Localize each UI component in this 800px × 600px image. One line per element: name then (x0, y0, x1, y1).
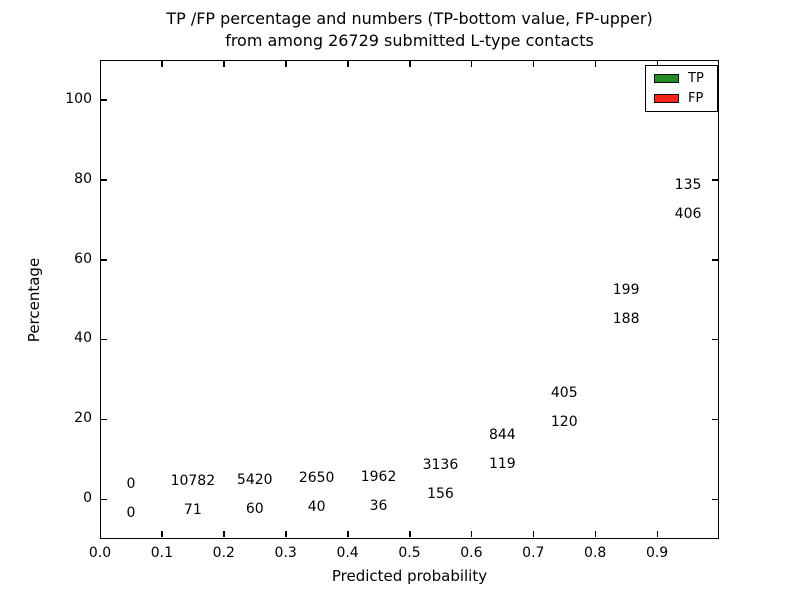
y-tick (101, 99, 107, 101)
legend-label-fp: FP (688, 91, 704, 106)
fp-count-label: 135 (674, 176, 702, 193)
x-tick-top (99, 61, 101, 67)
x-tick-label: 0.7 (522, 545, 545, 561)
y-tick-label: 20 (74, 410, 92, 427)
tp-count-label: 188 (612, 311, 640, 328)
x-tick (409, 531, 411, 537)
x-axis-label: Predicted probability (331, 567, 488, 585)
x-tick (470, 531, 473, 537)
x-tick-top (347, 61, 349, 67)
fp-count-label: 3136 (422, 457, 459, 474)
fp-count-label: 844 (488, 426, 516, 443)
y-tick-right (712, 259, 718, 261)
x-tick (99, 531, 101, 537)
x-tick (656, 531, 659, 537)
y-tick-label: 40 (74, 330, 92, 347)
y-tick-label: 80 (74, 170, 92, 187)
fp-count-label: 2650 (298, 470, 335, 487)
tp-count-label: 0 (126, 505, 136, 522)
legend-row-tp: TP (654, 71, 717, 86)
y-tick-label: 0 (83, 490, 92, 507)
tp-count-label: 71 (183, 502, 202, 519)
x-tick (161, 531, 163, 537)
y-tick-right (712, 418, 718, 421)
x-tick-top (532, 61, 535, 67)
x-tick-top (161, 61, 163, 67)
fp-count-label: 5420 (236, 471, 273, 488)
fp-count-label: 199 (612, 282, 640, 299)
y-tick-right (712, 338, 718, 341)
x-tick-top (470, 61, 473, 67)
x-tick-top (223, 61, 225, 67)
x-tick-label: 0.9 (645, 545, 669, 561)
y-tick-label: 100 (65, 90, 92, 107)
fp-count-label: 405 (550, 384, 578, 401)
y-tick-right (712, 498, 718, 501)
x-tick-label: 0.2 (212, 545, 235, 561)
x-tick-top (409, 61, 411, 67)
tp-swatch-icon (654, 74, 679, 83)
x-tick (223, 531, 225, 537)
fp-count-label: 1962 (360, 468, 397, 485)
chart-title: TP /FP percentage and numbers (TP-bottom… (100, 8, 719, 52)
fp-swatch-icon (654, 94, 679, 103)
x-tick-label: 0.5 (398, 545, 421, 561)
x-tick-label: 0.0 (88, 545, 112, 561)
fp-count-label: 0 (126, 476, 136, 493)
tp-count-label: 120 (550, 413, 578, 430)
tp-count-label: 406 (674, 205, 702, 222)
x-tick-label: 0.3 (274, 545, 297, 561)
tp-count-label: 40 (307, 499, 326, 516)
x-tick-top (285, 61, 287, 67)
x-tick-top (656, 61, 659, 67)
plot-area (100, 60, 719, 539)
y-tick (101, 338, 107, 341)
x-tick (285, 531, 287, 537)
x-tick-label: 0.6 (460, 545, 483, 561)
legend-label-tp: TP (688, 71, 704, 86)
tp-count-label: 156 (427, 486, 454, 503)
x-tick-label: 0.1 (150, 545, 174, 561)
chart-title-line2: from among 26729 submitted L-type contac… (225, 31, 594, 50)
y-tick (101, 259, 107, 261)
fp-count-label: 10782 (170, 473, 216, 490)
tp-count-label: 119 (488, 455, 516, 472)
y-tick (101, 498, 107, 501)
x-tick-label: 0.8 (584, 545, 607, 561)
x-tick-top (594, 61, 597, 67)
chart-title-line1: TP /FP percentage and numbers (TP-bottom… (166, 9, 653, 28)
legend: TP FP (645, 65, 718, 112)
x-tick (347, 531, 349, 537)
y-tick-label: 60 (74, 250, 92, 267)
y-tick (101, 179, 107, 181)
y-tick (101, 418, 107, 421)
y-tick-right (712, 179, 718, 181)
tp-count-label: 36 (369, 497, 388, 514)
tp-count-label: 60 (245, 500, 264, 517)
x-tick (594, 531, 597, 537)
x-tick (532, 531, 535, 537)
legend-row-fp: FP (654, 91, 717, 106)
x-tick-label: 0.4 (336, 545, 359, 561)
